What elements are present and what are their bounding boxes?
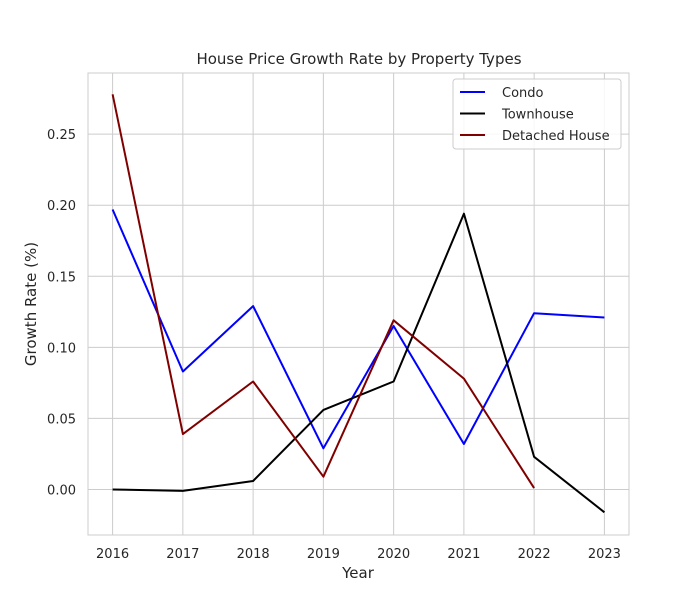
y-tick-label: 0.05: [47, 412, 76, 427]
y-tick-label: 0.20: [47, 199, 76, 214]
legend-label-condo: Condo: [502, 86, 544, 101]
x-tick-label: 2023: [588, 547, 621, 562]
series-line-detached-house: [111, 94, 535, 489]
x-axis-label: Year: [341, 564, 375, 582]
x-tick-label: 2017: [166, 547, 199, 562]
series-line-condo: [111, 209, 605, 450]
series-line-townhouse: [112, 212, 606, 514]
plot-area-frame: [87, 72, 630, 536]
series-lines: [111, 94, 606, 514]
legend-box: [452, 78, 622, 150]
x-tick-label: 2016: [96, 547, 129, 562]
x-tick-label: 2022: [518, 547, 551, 562]
x-tick-labels: 2016 2017 2018 2019 2020 2021 2022 2023: [96, 547, 621, 562]
x-tick-label: 2019: [307, 547, 340, 562]
x-tick-label: 2018: [237, 547, 270, 562]
legend-label-detached-house: Detached House: [502, 129, 610, 144]
y-tick-label: 0.25: [47, 128, 76, 143]
y-tick-label: 0.15: [47, 270, 76, 285]
y-tick-labels: 0.00 0.05 0.10 0.15 0.20 0.25: [47, 128, 76, 498]
legend-label-townhouse: Townhouse: [501, 108, 574, 123]
y-tick-label: 0.10: [47, 341, 76, 356]
chart-title: House Price Growth Rate by Property Type…: [196, 50, 521, 68]
x-tick-label: 2021: [447, 547, 480, 562]
y-tick-label: 0.00: [47, 484, 76, 499]
y-axis-label: Growth Rate (%): [22, 242, 40, 366]
x-tick-label: 2020: [377, 547, 410, 562]
legend: Condo Townhouse Detached House: [452, 78, 622, 150]
